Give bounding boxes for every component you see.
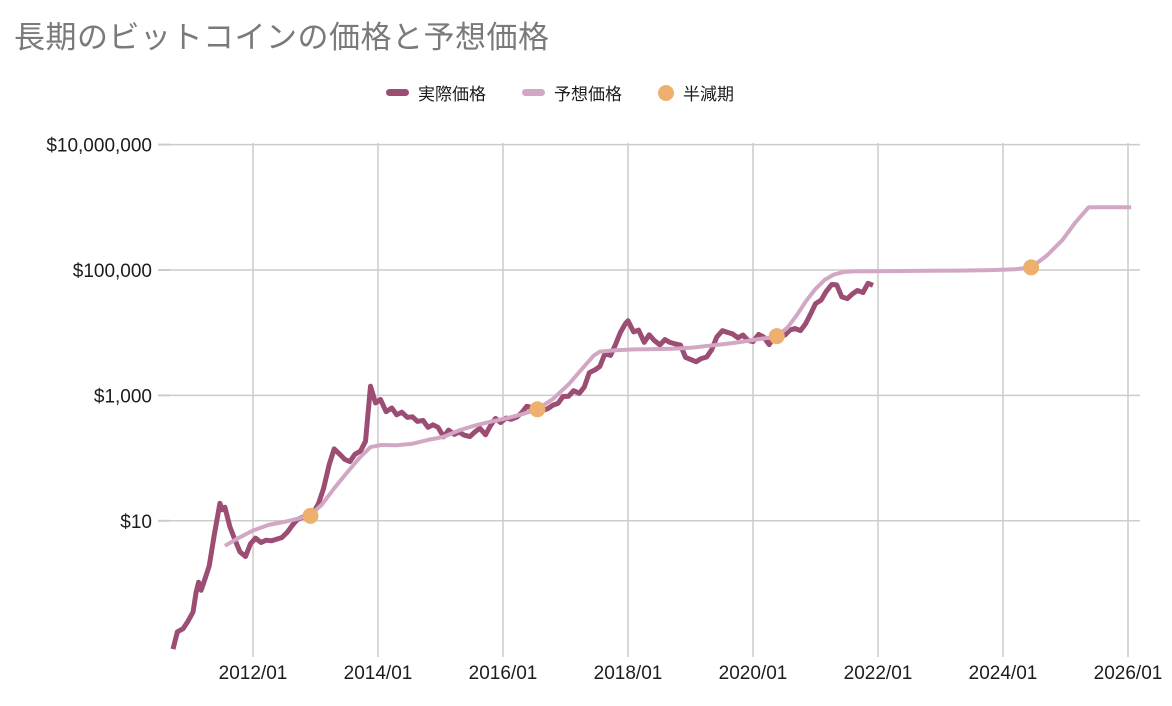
x-tick-label: 2020/01: [719, 663, 788, 684]
y-tick-label: $1,000: [94, 386, 152, 407]
legend-item-predicted-price: 予想価格: [522, 80, 622, 105]
y-tick-label: $10: [120, 512, 152, 533]
x-tick-label: 2012/01: [219, 663, 288, 684]
legend-label-actual-price: 実際価格: [418, 85, 486, 104]
x-tick-label: 2018/01: [594, 663, 663, 684]
x-tick-label: 2024/01: [969, 663, 1038, 684]
y-tick-label: $10,000,000: [46, 136, 152, 157]
chart-legend: 実際価格 予想価格 半減期: [386, 80, 734, 105]
legend-label-predicted-price: 予想価格: [554, 85, 622, 104]
x-tick-label: 2022/01: [844, 663, 913, 684]
predicted-price-line: [223, 205, 1132, 548]
predicted-price-swatch: [522, 89, 545, 96]
actual-price-swatch: [386, 89, 409, 96]
y-tick-label: $100,000: [73, 261, 152, 282]
halving-marker: [1023, 259, 1040, 276]
halving-marker: [302, 507, 319, 524]
halving-swatch: [658, 84, 674, 101]
legend-item-halving: 半減期: [658, 80, 734, 105]
x-tick-label: 2014/01: [344, 663, 413, 684]
chart-title: 長期のビットコインの価格と予想価格: [14, 20, 550, 55]
legend-item-actual-price: 実際価格: [386, 80, 486, 105]
legend-label-halving: 半減期: [683, 85, 734, 104]
x-tick-label: 2016/01: [469, 663, 538, 684]
halving-marker: [768, 328, 785, 345]
halving-marker: [529, 401, 546, 418]
x-tick-label: 2026/01: [1094, 663, 1163, 684]
